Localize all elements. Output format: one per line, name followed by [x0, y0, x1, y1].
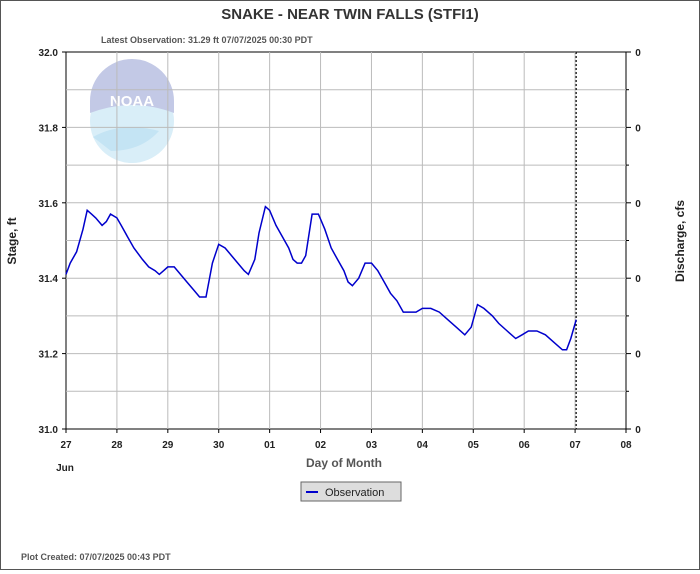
- x-tick-label: 04: [417, 440, 429, 451]
- y2-tick-label: 0: [635, 274, 641, 285]
- y2-tick-label: 0: [635, 199, 641, 210]
- y-tick-label: 31.2: [39, 350, 59, 361]
- noaa-logo-text: NOAA: [110, 93, 154, 110]
- y2-tick-label: 0: [635, 48, 641, 59]
- x-tick-label: 08: [620, 440, 632, 451]
- y2-axis-label: Discharge, cfs: [673, 200, 687, 282]
- x-axis-month-label: Jun: [56, 463, 74, 474]
- y-tick-label: 31.6: [39, 199, 59, 210]
- x-tick-label: 30: [213, 440, 225, 451]
- legend-box: [300, 481, 402, 502]
- chart-grid: [66, 52, 626, 429]
- x-axis-ticks: 27 28 29 30 01 02 03 04 05 06 07 08: [60, 429, 632, 451]
- y-tick-label: 31.8: [39, 123, 59, 134]
- y-axis-ticks: 31.0 31.2 31.4 31.6 31.8 32.0: [39, 48, 66, 436]
- x-tick-label: 07: [570, 440, 582, 451]
- y2-axis-ticks: 0 0 0 0 0 0: [626, 48, 641, 436]
- latest-observation-note: Latest Observation: 31.29 ft 07/07/2025 …: [101, 35, 313, 45]
- x-tick-label: 06: [519, 440, 531, 451]
- x-tick-label: 05: [468, 440, 480, 451]
- chart-legend: Observation: [300, 481, 402, 502]
- observation-series-line: [65, 205, 577, 351]
- chart-title: SNAKE - NEAR TWIN FALLS (STFI1): [221, 6, 479, 23]
- y-axis-label: Stage, ft: [5, 217, 19, 264]
- y2-tick-label: 0: [635, 425, 641, 436]
- x-tick-label: 03: [366, 440, 378, 451]
- x-axis-label: Day of Month: [306, 456, 382, 470]
- x-tick-label: 27: [60, 440, 72, 451]
- x-tick-label: 02: [315, 440, 327, 451]
- x-tick-label: 28: [111, 440, 123, 451]
- x-tick-label: 29: [162, 440, 174, 451]
- y2-tick-label: 0: [635, 350, 641, 361]
- y-tick-label: 32.0: [39, 48, 59, 59]
- plot-created-note: Plot Created: 07/07/2025 00:43 PDT: [21, 552, 171, 562]
- y2-tick-label: 0: [635, 123, 641, 134]
- noaa-logo: NOAA: [90, 59, 174, 163]
- x-tick-label: 01: [264, 440, 276, 451]
- y-tick-label: 31.4: [39, 274, 59, 285]
- legend-entry-observation: Observation: [325, 487, 384, 499]
- y-tick-label: 31.0: [39, 425, 59, 436]
